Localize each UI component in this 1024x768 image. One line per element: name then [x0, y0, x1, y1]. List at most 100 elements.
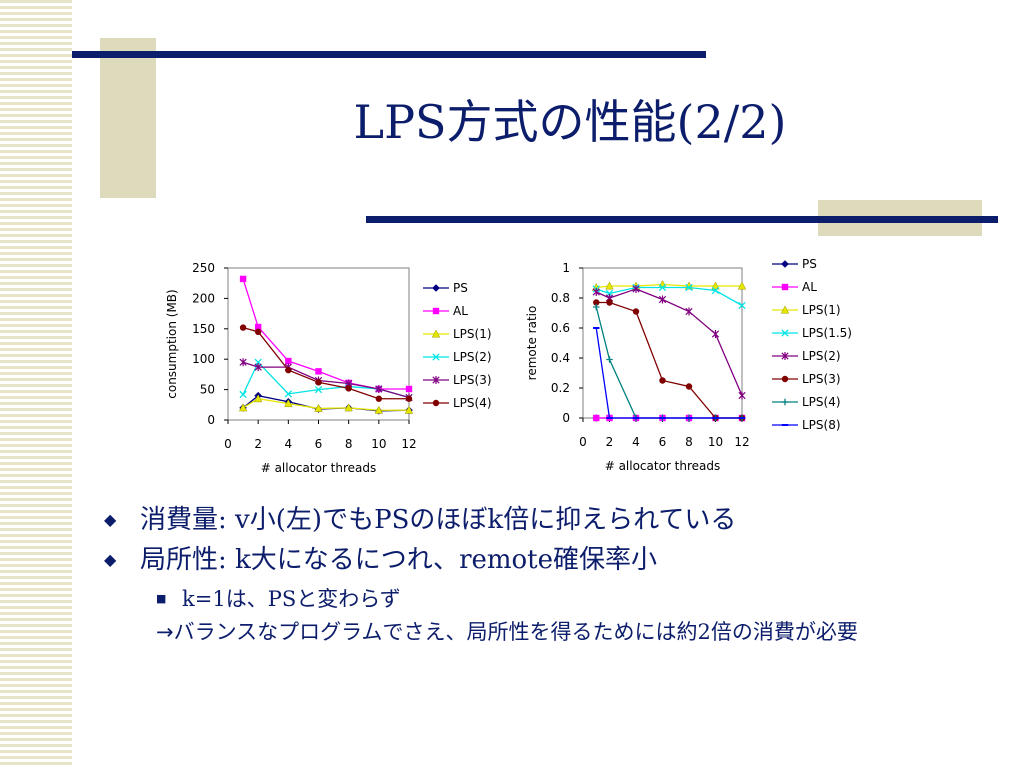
data-point — [239, 275, 247, 283]
data-point — [593, 299, 600, 306]
data-point — [593, 303, 600, 311]
data-point — [405, 385, 413, 393]
x-axis-label: # allocator threads — [605, 459, 721, 473]
data-point — [345, 385, 352, 392]
x-tick-label: 6 — [315, 437, 323, 451]
bullet-text-part: →バランスなプログラムでさえ、局所性を得るためには約 — [156, 620, 698, 644]
x-tick-label: 4 — [285, 437, 293, 451]
left-stripe-decoration — [0, 0, 72, 768]
legend-label: LPS(1.5) — [802, 326, 852, 340]
bullet-text-part: 確保率小 — [553, 545, 658, 575]
consumption-chart: 0 50 100 150 200 250 0 2 4 6 8 10 12 consumption (MB)… — [165, 261, 492, 475]
legend-marker — [781, 375, 789, 383]
legend-marker — [432, 399, 440, 407]
data-point — [375, 384, 383, 393]
square-bullet-icon: ■ — [156, 592, 167, 605]
bullet-text-part: 小 — [249, 505, 276, 535]
bullet-text-part: PS — [267, 587, 297, 611]
legend-label: LPS(4) — [802, 395, 841, 409]
sub-bullet-k1: ■ k=1は、PSと変わらず — [104, 582, 984, 616]
legend-marker — [780, 305, 790, 314]
data-point — [375, 395, 383, 402]
data-point — [606, 356, 613, 363]
bullet-text-part: でも — [322, 505, 375, 535]
data-point — [239, 324, 247, 331]
data-point — [711, 330, 720, 338]
data-point — [285, 366, 292, 374]
legend-label: LPS(2) — [453, 350, 492, 364]
bullet-text: 局所性: k大になるにつれ、remote確保率小 — [140, 545, 657, 575]
x-tick-label: 2 — [606, 435, 614, 449]
legend-marker — [432, 353, 440, 361]
legend-marker — [432, 376, 440, 384]
title-rule-bottom — [366, 216, 998, 223]
bullet-text-part: ) — [311, 505, 323, 535]
data-point — [738, 301, 746, 310]
data-point — [737, 281, 747, 290]
bullet-text-part: k — [487, 505, 504, 535]
y-tick-label: 0.2 — [551, 381, 570, 395]
legend-label: PS — [453, 281, 468, 295]
data-point — [253, 394, 263, 403]
bullet-consumption: ◆ 消費量: v小(左)でもPSのほぼk倍に抑えられている — [104, 500, 984, 540]
bullet-text-part: 倍に抑えられている — [503, 505, 737, 535]
data-point — [314, 385, 323, 394]
legend-label: AL — [453, 304, 468, 318]
data-point — [315, 379, 322, 386]
bullet-text-part: 消費量 — [140, 505, 219, 535]
bullet-text-part: 左 — [285, 505, 312, 535]
legend-label: LPS(3) — [802, 372, 841, 386]
y-tick-label: 50 — [200, 383, 215, 397]
bullet-text-part: 局所性 — [140, 545, 219, 575]
legend-marker — [432, 284, 440, 292]
data-point — [404, 405, 414, 414]
legend-marker — [781, 283, 789, 291]
title-rule-top — [72, 51, 706, 58]
x-tick-label: 0 — [579, 435, 587, 449]
data-point — [632, 285, 640, 293]
data-point — [239, 390, 247, 399]
x-tick-label: 8 — [685, 435, 693, 449]
bullet-text-part: PS — [374, 505, 410, 535]
x-tick-label: 12 — [401, 437, 416, 451]
x-tick-label: 10 — [708, 435, 723, 449]
slide-title: LPS方式の性能(2/2) — [353, 95, 787, 149]
data-point — [711, 286, 720, 295]
y-tick-label: 1 — [562, 261, 570, 275]
y-axis-label: consumption (MB) — [165, 289, 179, 398]
legend-label: LPS(8) — [802, 418, 841, 432]
x-tick-label: 8 — [345, 437, 353, 451]
data-point — [593, 414, 600, 422]
data-point — [685, 383, 693, 390]
data-point — [606, 299, 613, 306]
legend-marker — [781, 260, 789, 268]
legend-label: AL — [802, 280, 817, 294]
x-tick-label: 2 — [254, 437, 262, 451]
x-tick-label: 12 — [734, 435, 749, 449]
title-accent-block-left — [100, 38, 156, 198]
y-tick-label: 250 — [192, 261, 215, 275]
bullet-text-part: 大になるにつれ、 — [250, 545, 460, 575]
bullet-text-part: : k — [218, 545, 251, 575]
y-tick-label: 0.8 — [551, 291, 570, 305]
data-point — [254, 323, 262, 331]
x-tick-label: 6 — [659, 435, 667, 449]
y-tick-label: 100 — [192, 352, 215, 366]
data-point — [659, 377, 666, 384]
y-tick-label: 0.6 — [551, 321, 570, 335]
data-point — [238, 403, 248, 412]
data-point — [592, 288, 600, 296]
diamond-bullet-icon: ◆ — [104, 510, 117, 529]
data-point — [685, 307, 693, 316]
data-point — [605, 281, 614, 290]
legend-label: LPS(2) — [802, 349, 841, 363]
data-point — [314, 403, 323, 412]
x-axis-label: # allocator threads — [261, 461, 377, 475]
legend-marker — [781, 329, 789, 337]
diamond-bullet-icon: ◆ — [104, 550, 117, 569]
data-point — [711, 281, 720, 290]
data-point — [685, 283, 693, 292]
legend-label: LPS(3) — [453, 373, 492, 387]
bullet-locality: ◆ 局所性: k大になるにつれ、remote確保率小 — [104, 540, 984, 580]
y-axis-label: remote ratio — [525, 306, 539, 381]
